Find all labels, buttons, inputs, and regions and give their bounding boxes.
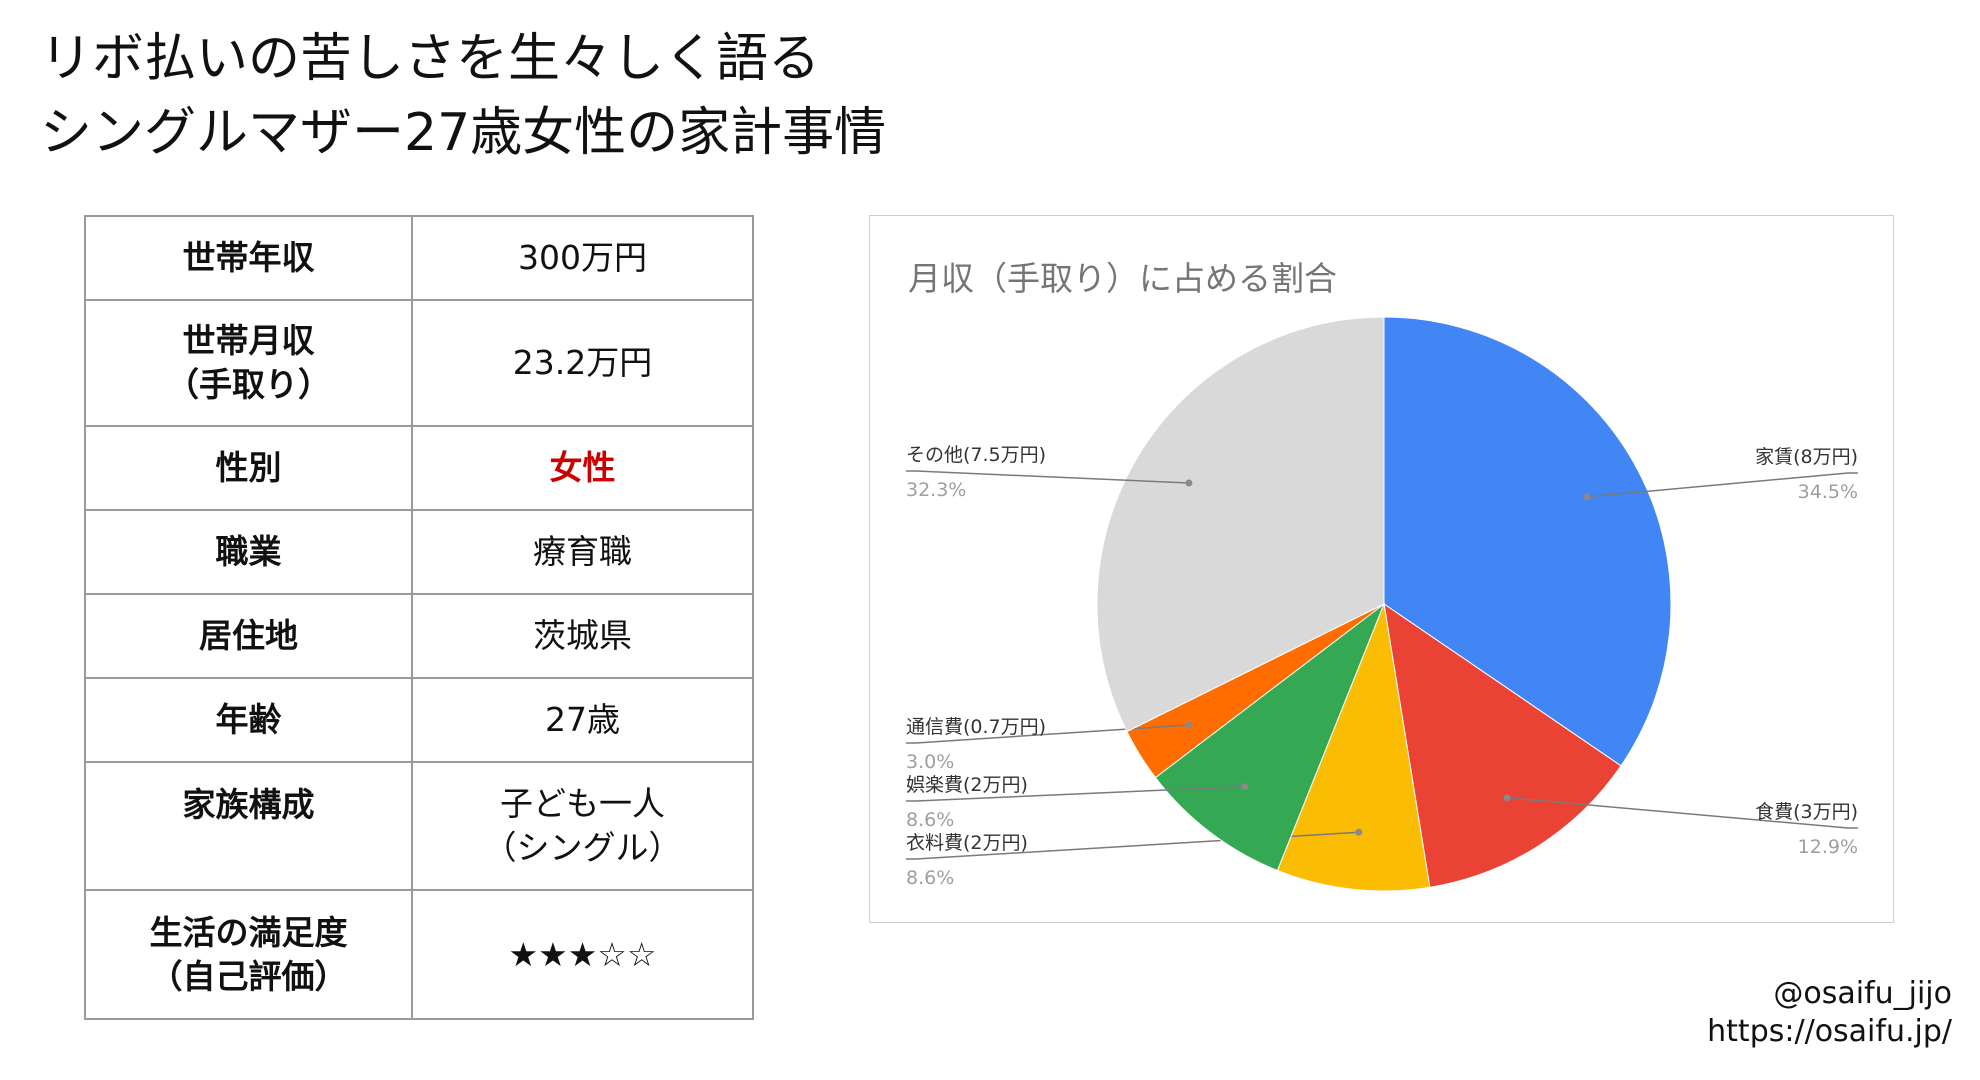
leader-line xyxy=(906,470,1189,484)
row-value: 300万円 xyxy=(411,215,754,301)
leader-line xyxy=(906,724,1189,744)
slice-label: その他(7.5万円) xyxy=(906,444,1046,466)
table-row: 世帯月収 （手取り） 23.2万円 xyxy=(84,299,754,427)
row-value: 茨城県 xyxy=(411,593,754,679)
pie-slice xyxy=(1154,602,1386,872)
pie-slice xyxy=(1383,316,1672,767)
pie-slice xyxy=(1096,316,1385,733)
chart-title: 月収（手取り）に占める割合 xyxy=(908,259,1337,298)
profile-table: 世帯年収 300万円 世帯月収 （手取り） 23.2万円 性別 女性 職業 療育… xyxy=(84,215,754,1020)
table-row: 年齢 27歳 xyxy=(84,677,754,763)
row-label: 性別 xyxy=(84,425,413,511)
table-row: 家族構成 子ども一人 （シングル） xyxy=(84,761,754,891)
title-line-2: シングルマザー27歳女性の家計事情 xyxy=(40,103,887,163)
satisfaction-stars: ★★★☆☆ xyxy=(411,889,754,1020)
table-row: 居住地 茨城県 xyxy=(84,593,754,679)
leader-dot xyxy=(1241,783,1249,791)
row-value: 27歳 xyxy=(411,677,754,763)
table-row: 生活の満足度 （自己評価） ★★★☆☆ xyxy=(84,889,754,1020)
slice-label: 家賃(8万円) xyxy=(1755,446,1858,468)
slice-percent: 32.3% xyxy=(906,479,966,501)
pie-chart: 家賃(8万円)34.5%食費(3万円)12.9%衣料費(2万円)8.6%娯楽費(… xyxy=(906,316,1858,892)
page-title: リボ払いの苦しさを生々しく語る シングルマザー27歳女性の家計事情 xyxy=(40,22,1140,170)
leader-line xyxy=(906,785,1245,802)
pie-slice xyxy=(1383,602,1622,888)
row-value: 23.2万円 xyxy=(411,299,754,427)
slice-label: 通信費(0.7万円) xyxy=(906,716,1046,738)
leader-dot xyxy=(1355,828,1363,836)
slice-percent: 12.9% xyxy=(1798,836,1858,858)
table-row: 世帯年収 300万円 xyxy=(84,215,754,301)
credit-url: https://osaifu.jp/ xyxy=(1707,1014,1952,1049)
slice-percent: 34.5% xyxy=(1798,481,1858,503)
slice-label: 娯楽費(2万円) xyxy=(906,774,1028,796)
row-label: 世帯月収 （手取り） xyxy=(84,299,413,427)
slice-percent: 3.0% xyxy=(906,751,954,773)
pie-chart-panel: 月収（手取り）に占める割合 家賃(8万円) 34.5% 食費(3万円) 12.9% 衣料… xyxy=(869,215,1894,923)
leader-dot xyxy=(1503,794,1511,802)
row-value: 療育職 xyxy=(411,509,754,595)
row-label: 家族構成 xyxy=(84,761,413,891)
row-label: 世帯年収 xyxy=(84,215,413,301)
row-label: 年齢 xyxy=(84,677,413,763)
slice-label: 衣料費(2万円) xyxy=(906,832,1028,854)
slice-percent: 8.6% xyxy=(906,867,954,889)
row-label: 生活の満足度 （自己評価） xyxy=(84,889,413,1020)
credit: @osaifu_jijo https://osaifu.jp/ xyxy=(1707,975,1952,1051)
row-value: 子ども一人 （シングル） xyxy=(411,761,754,891)
slice-percent: 8.6% xyxy=(906,809,954,831)
row-label: 居住地 xyxy=(84,593,413,679)
table-row: 職業 療育職 xyxy=(84,509,754,595)
leader-line xyxy=(1586,472,1858,498)
leader-line xyxy=(906,831,1359,860)
table-row: 性別 女性 xyxy=(84,425,754,511)
pie-slice xyxy=(1276,602,1431,892)
leader-dot xyxy=(1185,479,1193,487)
credit-handle: @osaifu_jijo xyxy=(1773,976,1952,1011)
leader-line xyxy=(1507,797,1858,829)
leader-dot xyxy=(1583,493,1591,501)
slice-label: 食費(3万円) xyxy=(1755,801,1858,823)
row-value: 女性 xyxy=(411,425,754,511)
title-line-1: リボ払いの苦しさを生々しく語る xyxy=(40,29,821,89)
leader-dot xyxy=(1185,721,1193,729)
row-label: 職業 xyxy=(84,509,413,595)
